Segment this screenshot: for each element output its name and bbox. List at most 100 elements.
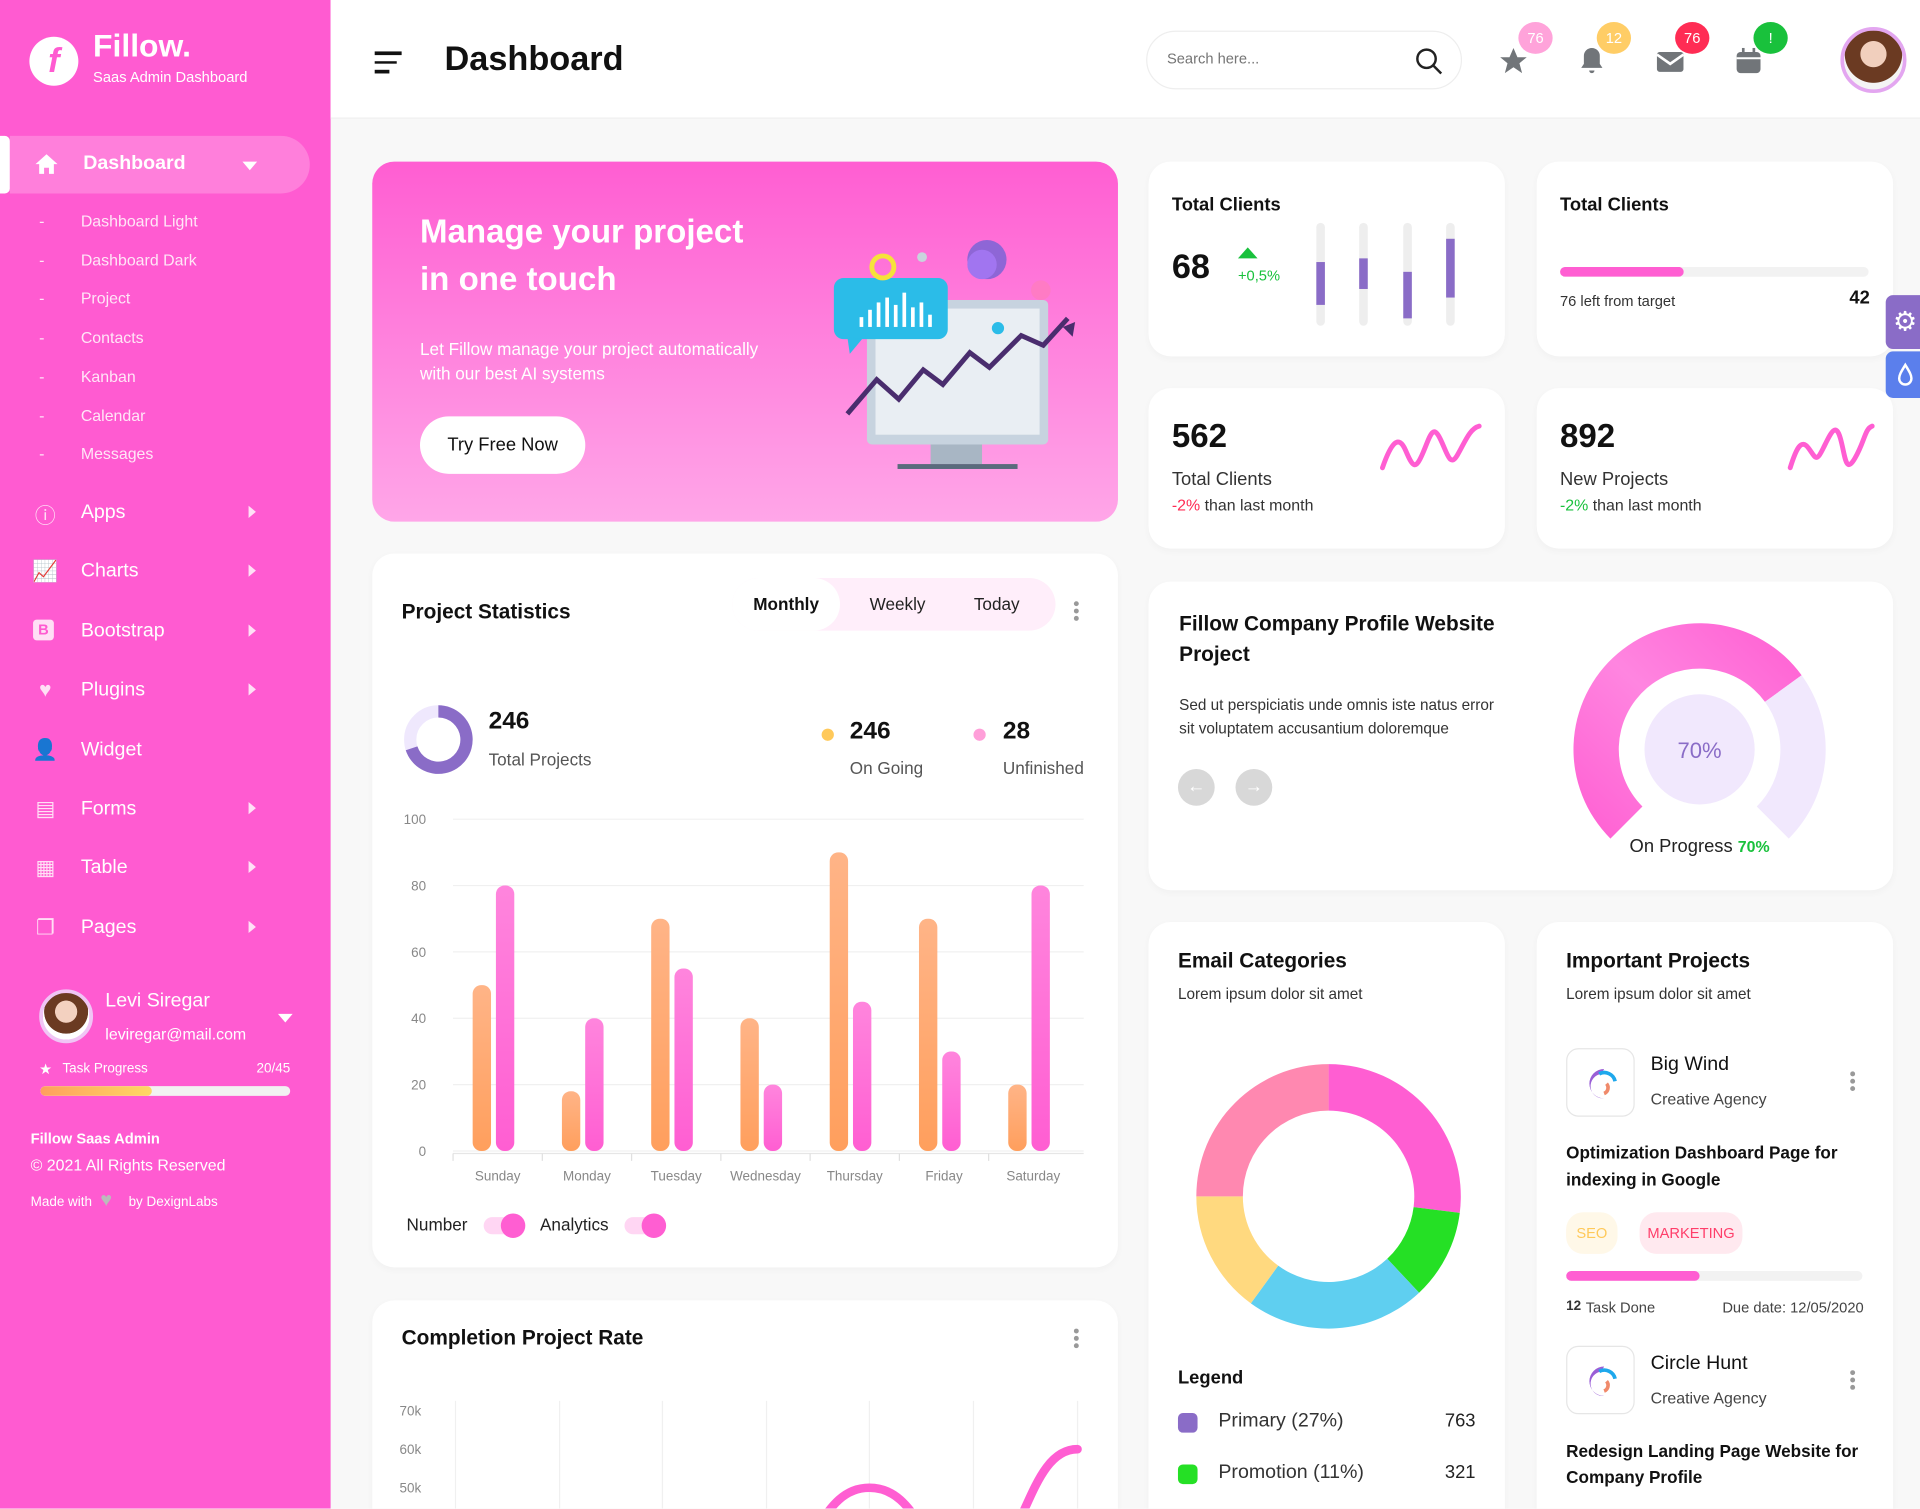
mail-notification-button[interactable]: 76 xyxy=(1654,22,1710,77)
task-title-2: Company Profile xyxy=(1566,1466,1703,1487)
email-donut-chart xyxy=(1196,1064,1461,1329)
donut-slice[interactable] xyxy=(1387,1207,1460,1293)
try-free-button[interactable]: Try Free Now xyxy=(420,416,586,474)
tab-monthly[interactable]: Monthly xyxy=(732,577,841,631)
legend-number-label: Number xyxy=(406,1214,468,1235)
bar-number-wednesday[interactable] xyxy=(740,1018,759,1152)
profile-dropdown-icon[interactable] xyxy=(277,1013,293,1023)
sidebar-item-apps[interactable]: ⓘ Apps xyxy=(0,498,318,530)
star-notification-button[interactable]: 76 xyxy=(1498,22,1553,77)
tab-weekly[interactable]: Weekly xyxy=(869,593,926,614)
clients-trend-card: 562 Total Clients -2% than last month xyxy=(1148,388,1505,549)
chevron-right-icon xyxy=(248,683,256,696)
info-icon: ⓘ xyxy=(34,503,56,528)
calendar-notification-button[interactable]: ! xyxy=(1733,22,1788,77)
analytics-illustration xyxy=(833,240,1076,469)
project-title-1: Fillow Company Profile Website xyxy=(1179,612,1495,636)
bar-analytics-friday[interactable] xyxy=(942,1051,961,1152)
theme-drop-icon[interactable] xyxy=(1885,351,1920,398)
more-options-icon[interactable] xyxy=(1850,1370,1856,1392)
tab-today[interactable]: Today xyxy=(973,593,1020,614)
more-options-icon[interactable] xyxy=(1850,1071,1856,1093)
dash-icon: - xyxy=(39,211,45,231)
submenu-item[interactable]: - Contacts xyxy=(0,328,318,355)
x-tick-label: Thursday xyxy=(827,1168,883,1183)
submenu-item[interactable]: - Project xyxy=(0,289,318,316)
card-value: 68 xyxy=(1171,247,1210,286)
star-icon: ★ xyxy=(39,1060,53,1078)
number-toggle[interactable] xyxy=(483,1213,526,1238)
next-arrow-button[interactable]: → xyxy=(1235,768,1273,806)
submenu-item[interactable]: - Calendar xyxy=(0,406,318,433)
calendar-icon xyxy=(1736,47,1761,74)
footer-by: by DexignLabs xyxy=(128,1195,218,1210)
chart-icon: 📈 xyxy=(32,560,59,584)
sidebar-item-table[interactable]: ▦ Table xyxy=(0,854,318,886)
bar-number-saturday[interactable] xyxy=(1008,1084,1027,1152)
prev-arrow-button[interactable]: ← xyxy=(1177,768,1215,806)
unfinished-label: Unfinished xyxy=(1002,757,1084,778)
y-tick-label: 40 xyxy=(411,1011,426,1026)
submenu-item[interactable]: - Messages xyxy=(0,445,318,472)
sidebar-item-plugins[interactable]: ♥ Plugins xyxy=(0,676,318,708)
donut-slice[interactable] xyxy=(1250,1258,1420,1329)
more-options-icon[interactable] xyxy=(1073,1328,1079,1351)
status-value: 70% xyxy=(1737,837,1770,856)
bar-number-monday[interactable] xyxy=(561,1091,581,1152)
sidebar-item-pages[interactable]: ❐ Pages xyxy=(0,913,318,945)
bell-notification-button[interactable]: 12 xyxy=(1576,22,1632,77)
task-title-1: Optimization Dashboard Page for xyxy=(1566,1142,1838,1163)
avatar[interactable] xyxy=(39,989,94,1044)
donut-slice[interactable] xyxy=(1328,1064,1461,1213)
sidebar-item-forms[interactable]: ▤ Forms xyxy=(0,795,318,827)
project-name[interactable]: Big Wind xyxy=(1650,1054,1730,1076)
big-wind-logo-icon xyxy=(1566,1048,1635,1117)
bar-number-friday[interactable] xyxy=(918,918,938,1152)
bar-analytics-thursday[interactable] xyxy=(852,1001,872,1152)
task-progress-count: 20/45 xyxy=(256,1061,291,1077)
search-box[interactable] xyxy=(1146,30,1463,90)
hero-title-1: Manage your project xyxy=(420,213,744,250)
user-avatar[interactable] xyxy=(1840,26,1907,94)
projects-trend-card: 892 New Projects -2% than last month xyxy=(1536,388,1894,549)
card-value: 892 xyxy=(1560,417,1616,455)
submenu-item[interactable]: - Dashboard Light xyxy=(0,212,318,239)
donut-slice[interactable] xyxy=(1196,1064,1329,1197)
donut-slice[interactable] xyxy=(1196,1196,1279,1304)
card-title: Important Projects xyxy=(1566,948,1751,973)
settings-gear-icon[interactable]: ⚙ xyxy=(1885,295,1920,349)
bar-analytics-sunday[interactable] xyxy=(495,885,515,1152)
sidebar-item-dashboard[interactable]: Dashboard xyxy=(9,135,310,194)
bar-analytics-monday[interactable] xyxy=(585,1018,604,1152)
submenu-label: Kanban xyxy=(80,367,136,386)
hero-banner: Manage your project in one touch Let Fil… xyxy=(372,161,1118,522)
profile-name: Levi Siregar xyxy=(105,990,210,1012)
dash-icon: - xyxy=(39,444,45,464)
star-icon xyxy=(1500,47,1527,74)
legend-label: Promotion (11%) xyxy=(1218,1462,1364,1483)
sidebar-item-bootstrap[interactable]: B Bootstrap xyxy=(0,617,318,649)
bar-number-tuesday[interactable] xyxy=(651,918,670,1152)
bar-analytics-tuesday[interactable] xyxy=(674,968,693,1152)
bar-number-sunday[interactable] xyxy=(472,985,492,1152)
heart-icon: ♥ xyxy=(100,1190,113,1212)
tag-marketing: MARKETING xyxy=(1639,1212,1743,1254)
more-options-icon[interactable] xyxy=(1073,601,1079,623)
mini-bar xyxy=(1316,222,1325,326)
search-input[interactable] xyxy=(1166,50,1400,68)
sidebar-item-charts[interactable]: 📈 Charts xyxy=(0,558,318,590)
task-done-count: 12 xyxy=(1566,1299,1582,1314)
footer-made-with: Made with xyxy=(30,1195,93,1210)
bar-analytics-wednesday[interactable] xyxy=(763,1084,783,1152)
submenu-item[interactable]: - Kanban xyxy=(0,367,318,394)
hamburger-menu-icon[interactable] xyxy=(374,51,402,73)
bar-number-thursday[interactable] xyxy=(829,852,849,1152)
submenu-item[interactable]: - Dashboard Dark xyxy=(0,251,318,278)
completion-line xyxy=(825,1444,1082,1509)
project-name[interactable]: Circle Hunt xyxy=(1650,1353,1748,1374)
bar-analytics-saturday[interactable] xyxy=(1031,885,1050,1152)
brand-subtitle: Saas Admin Dashboard xyxy=(93,68,248,86)
search-icon[interactable] xyxy=(1414,47,1443,76)
sidebar-item-widget[interactable]: 👤 Widget xyxy=(0,735,318,767)
analytics-toggle[interactable] xyxy=(624,1213,667,1238)
